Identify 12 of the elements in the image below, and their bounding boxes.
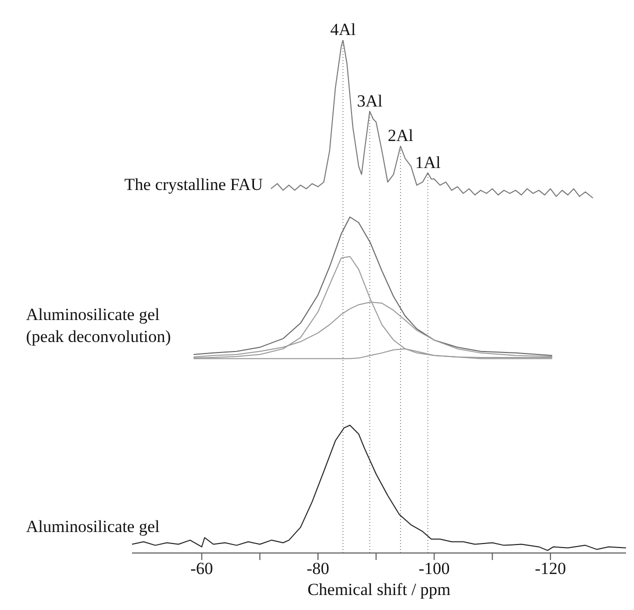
ref-line-label: 4Al bbox=[330, 20, 356, 39]
series-label: Aluminosilicate gel (peak deconvolution) bbox=[26, 304, 171, 348]
x-tick-label: -60 bbox=[190, 559, 214, 578]
x-axis-title: Chemical shift / ppm bbox=[307, 580, 451, 599]
x-tick-label: -80 bbox=[306, 559, 330, 578]
ref-line-label: 3Al bbox=[356, 91, 383, 110]
x-tick-label: -100 bbox=[418, 559, 450, 578]
x-tick-label: -120 bbox=[534, 559, 566, 578]
ref-line-label: 2Al bbox=[388, 126, 414, 146]
ref-line-label: 1Al bbox=[415, 152, 441, 172]
series-label: The crystalline FAU bbox=[123, 174, 263, 196]
series-label: Aluminosilicate gel bbox=[26, 516, 160, 538]
